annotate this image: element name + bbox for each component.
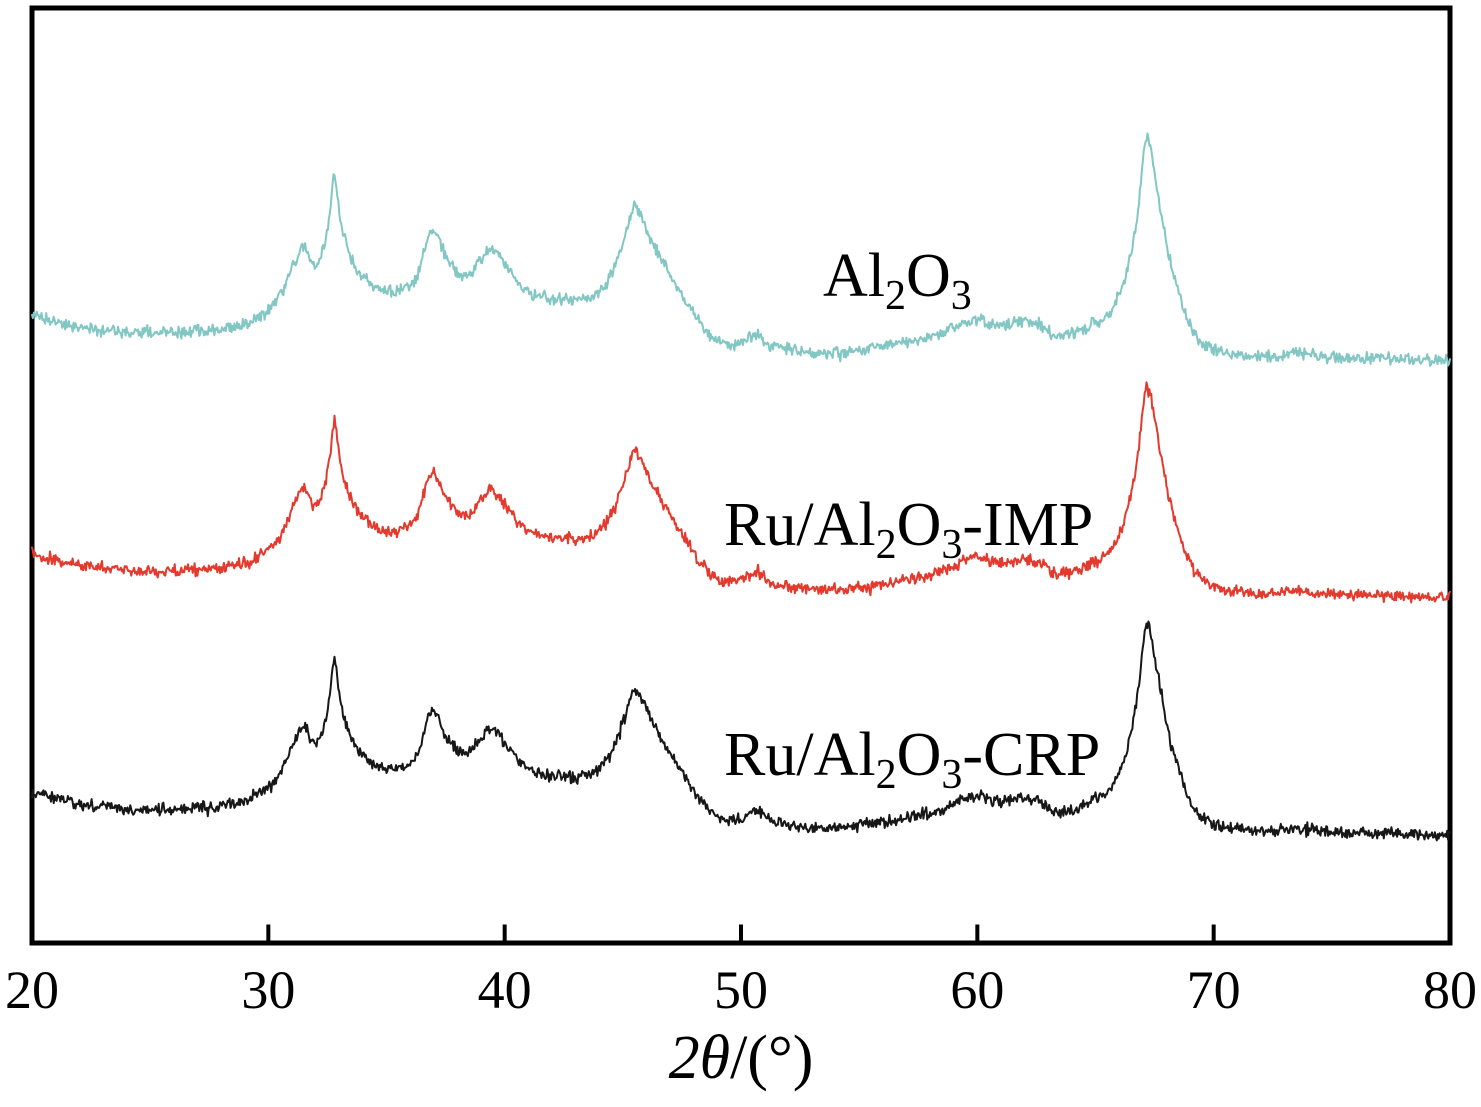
x-axis-tick-labels: 20 30 40 50 60 70 80	[5, 960, 1477, 1020]
x-tick-label-30: 30	[241, 960, 295, 1020]
series-curves	[31, 132, 1451, 842]
x-tick-label-50: 50	[714, 960, 768, 1020]
x-tick-label-80: 80	[1423, 960, 1477, 1020]
series-curve-al2o3	[31, 132, 1451, 367]
series-curve-ru-al2o3-imp	[31, 381, 1451, 604]
series-label-ru-al2o3-crp: Ru/Al2O3-CRP	[724, 721, 1100, 798]
x-axis-title: 2θ/(°)	[669, 1024, 814, 1092]
plot-frame	[29, 5, 1453, 946]
x-tick-label-40: 40	[478, 960, 532, 1020]
x-tick-label-70: 70	[1187, 960, 1241, 1020]
series-curve-ru-al2o3-crp	[31, 620, 1451, 842]
series-label-ru-al2o3-imp: Ru/Al2O3-IMP	[724, 491, 1093, 568]
series-label-al2o3: Al2O3	[823, 242, 972, 319]
series-labels: Al2O3 Ru/Al2O3-IMP Ru/Al2O3-CRP	[724, 242, 1100, 798]
x-tick-label-60: 60	[950, 960, 1004, 1020]
x-axis-ticks	[266, 924, 1216, 941]
x-tick-label-20: 20	[5, 960, 59, 1020]
